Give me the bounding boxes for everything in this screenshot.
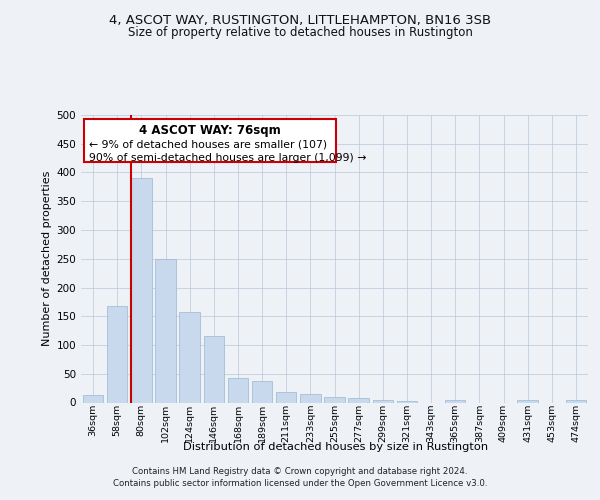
Bar	[324, 397, 345, 402]
Bar	[349, 398, 369, 402]
Bar	[517, 400, 538, 402]
Y-axis label: Number of detached properties: Number of detached properties	[42, 171, 52, 346]
Text: 4, ASCOT WAY, RUSTINGTON, LITTLEHAMPTON, BN16 3SB: 4, ASCOT WAY, RUSTINGTON, LITTLEHAMPTON,…	[109, 14, 491, 27]
Bar	[203, 336, 224, 402]
Bar	[227, 378, 248, 402]
Text: Contains HM Land Registry data © Crown copyright and database right 2024.: Contains HM Land Registry data © Crown c…	[132, 466, 468, 475]
Text: Contains public sector information licensed under the Open Government Licence v3: Contains public sector information licen…	[113, 480, 487, 488]
Bar	[252, 380, 272, 402]
Text: 90% of semi-detached houses are larger (1,099) →: 90% of semi-detached houses are larger (…	[89, 154, 366, 164]
Bar	[445, 400, 466, 402]
Text: ← 9% of detached houses are smaller (107): ← 9% of detached houses are smaller (107…	[89, 140, 327, 149]
Bar	[179, 312, 200, 402]
Bar	[155, 259, 176, 402]
Bar	[83, 395, 103, 402]
Bar	[300, 394, 320, 402]
Bar	[397, 401, 417, 402]
Bar	[373, 400, 393, 402]
Bar	[566, 400, 586, 402]
Text: 4 ASCOT WAY: 76sqm: 4 ASCOT WAY: 76sqm	[139, 124, 281, 138]
Bar	[276, 392, 296, 402]
Text: Distribution of detached houses by size in Rustington: Distribution of detached houses by size …	[184, 442, 488, 452]
Bar	[107, 306, 127, 402]
Bar	[131, 178, 152, 402]
Text: Size of property relative to detached houses in Rustington: Size of property relative to detached ho…	[128, 26, 472, 39]
